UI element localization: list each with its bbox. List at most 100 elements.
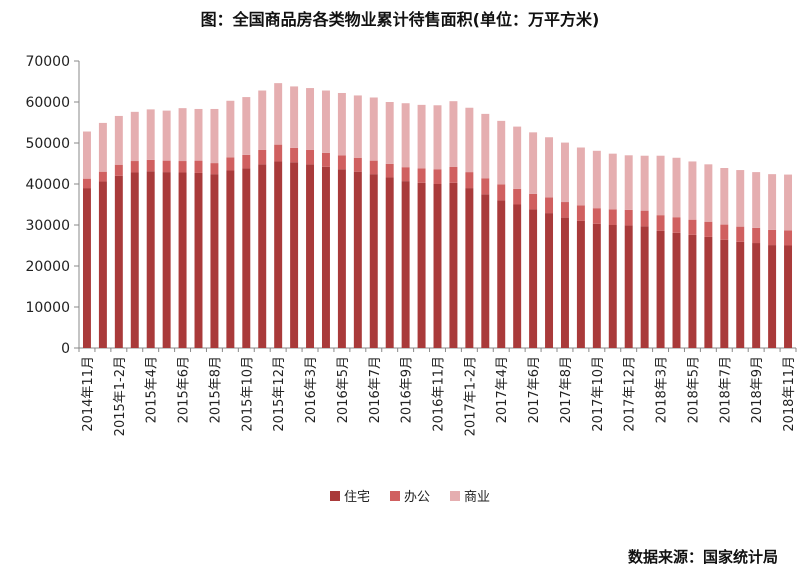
bar-segment (114, 175, 123, 348)
bar-segment (752, 243, 761, 348)
bar-segment (592, 223, 601, 348)
bar-segment (465, 172, 474, 189)
bar-segment (98, 181, 107, 348)
bar-segment (385, 177, 394, 348)
x-tick-label: 2014年11月 (81, 356, 96, 432)
bar-segment (560, 217, 569, 348)
bar-segment (624, 225, 633, 348)
bar-segment (529, 132, 538, 194)
bar-segment (433, 105, 442, 170)
bar-segment (114, 164, 123, 176)
bar-segment (210, 174, 219, 348)
bar-segment (497, 200, 506, 348)
bar-segment (417, 104, 426, 169)
bar-segment (481, 178, 490, 195)
bar-segment (560, 142, 569, 203)
bar-segment (226, 170, 235, 348)
bar-segment (353, 157, 362, 172)
bar-segment (162, 160, 171, 173)
x-tick-label: 2016年9月 (400, 356, 415, 423)
bar-segment (465, 107, 474, 173)
y-tick-label: 40000 (25, 177, 70, 193)
bar-segment (672, 157, 681, 218)
bar-segment (114, 115, 123, 165)
bar-segment (736, 241, 745, 348)
bar-segment (704, 164, 713, 222)
x-tick-label: 2018年3月 (655, 356, 670, 423)
bar-segment (417, 182, 426, 348)
bar-segment (162, 110, 171, 161)
bar-segment (624, 209, 633, 226)
bar-segment (704, 221, 713, 237)
x-tick-label: 2016年5月 (336, 356, 351, 423)
bar-segment (513, 188, 522, 205)
chart-title: 图：全国商品房各类物业累计待售面积(单位：万平方米) (200, 10, 600, 29)
bar-segment (242, 168, 251, 348)
bar-segment (449, 166, 458, 183)
bar-segment (704, 236, 713, 348)
bar-segment (401, 103, 410, 168)
bar-segment (656, 230, 665, 348)
x-tick-label: 2016年3月 (304, 356, 319, 423)
bar-segment (226, 100, 235, 158)
bar-segment (274, 161, 283, 348)
bar-segment (736, 170, 745, 227)
x-tick-label: 2017年8月 (559, 356, 574, 423)
bar-segment (752, 172, 761, 228)
bar-segment (178, 172, 187, 348)
legend-label: 办公 (404, 490, 430, 505)
bar-segment (768, 245, 777, 348)
bar-segment (82, 178, 91, 189)
bar-segment (736, 226, 745, 242)
data-source: 数据来源：国家统计局 (627, 548, 778, 566)
x-tick-label: 2015年10月 (240, 356, 255, 432)
y-tick-label: 0 (61, 341, 70, 357)
bar-segment (82, 131, 91, 179)
bar-segment (672, 232, 681, 348)
bar-segment (290, 147, 299, 163)
bar-segment (306, 88, 315, 150)
bar-segment (178, 161, 187, 173)
bar-segment (576, 205, 585, 221)
bar-segment (385, 163, 394, 178)
x-tick-label: 2015年8月 (208, 356, 223, 423)
bar-segment (545, 197, 554, 214)
bar-segment (82, 188, 91, 348)
bar-segment (608, 225, 617, 348)
bar-segment (592, 150, 601, 209)
bar-segment (640, 155, 649, 211)
bar-segment (385, 102, 394, 164)
bar-segment (337, 92, 346, 156)
x-tick-label: 2016年11月 (432, 356, 447, 432)
bar-segment (497, 184, 506, 201)
bar-segment (226, 157, 235, 171)
bar-segment (529, 209, 538, 348)
x-tick-label: 2017年6月 (527, 356, 542, 423)
bar-segment (130, 172, 139, 348)
bar-segment (369, 97, 378, 161)
bar-segment (576, 220, 585, 348)
bar-segment (720, 168, 729, 225)
bar-segment (337, 169, 346, 348)
bar-segment (465, 188, 474, 348)
bar-segment (608, 153, 617, 210)
bar-segment (481, 194, 490, 348)
bar-segment (433, 184, 442, 348)
legend-swatch (330, 491, 340, 501)
bar-segment (98, 171, 107, 182)
bar-segment (545, 137, 554, 198)
bar-segment (417, 168, 426, 183)
bar-segment (321, 90, 330, 153)
bar-segment (194, 160, 203, 173)
legend-label: 住宅 (344, 490, 370, 505)
bar-segment (337, 155, 346, 170)
bar-segment (481, 113, 490, 179)
bar-segment (353, 95, 362, 158)
bar-segment (274, 83, 283, 145)
bar-segment (321, 152, 330, 167)
bar-segment (784, 245, 793, 348)
bar-segment (784, 174, 793, 231)
bar-segment (688, 234, 697, 348)
bar-segment (720, 239, 729, 348)
